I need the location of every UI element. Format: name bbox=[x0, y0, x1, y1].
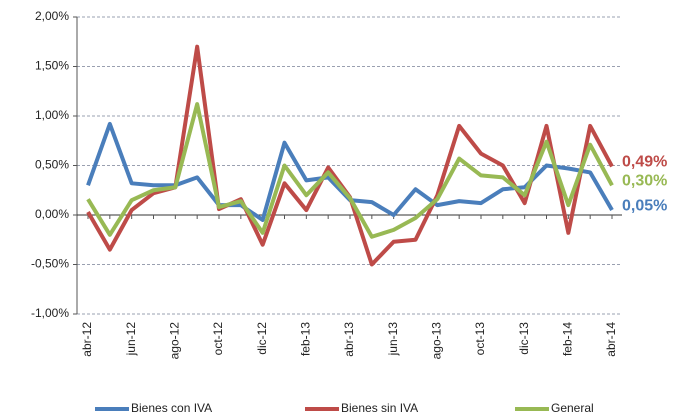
legend-label: Bienes sin IVA bbox=[341, 401, 418, 415]
y-tick-label: -1,00% bbox=[31, 306, 69, 320]
y-tick-label: 2,00% bbox=[35, 9, 69, 23]
x-tick-label: feb-14 bbox=[561, 322, 575, 356]
x-tick-label: jun-12 bbox=[124, 322, 138, 357]
x-tick-label: oct-13 bbox=[473, 322, 487, 356]
series-line bbox=[86, 102, 614, 239]
end-label: 0,49% bbox=[622, 154, 667, 171]
y-tick-label: -0,50% bbox=[31, 257, 69, 271]
x-tick-label: jun-13 bbox=[386, 322, 400, 357]
end-label: 0,05% bbox=[622, 197, 667, 214]
legend-label: General bbox=[551, 401, 594, 415]
end-label: 0,30% bbox=[622, 173, 667, 190]
x-tick-label: abr-14 bbox=[604, 322, 618, 357]
legend-label: Bienes con IVA bbox=[131, 401, 212, 415]
y-tick-label: 1,50% bbox=[35, 59, 69, 73]
x-tick-label: abr-13 bbox=[342, 322, 356, 357]
y-tick-label: 1,00% bbox=[35, 108, 69, 122]
y-tick-label: 0,00% bbox=[35, 207, 69, 221]
x-tick-label: dic-13 bbox=[517, 322, 531, 355]
series-line bbox=[86, 44, 614, 267]
x-tick-label: oct-12 bbox=[211, 322, 225, 356]
y-tick-label: 0,50% bbox=[35, 158, 69, 172]
x-tick-label: ago-12 bbox=[168, 322, 182, 360]
x-tick-label: feb-13 bbox=[299, 322, 313, 356]
x-tick-label: dic-12 bbox=[255, 322, 269, 355]
x-tick-label: abr-12 bbox=[80, 322, 94, 357]
x-tick-label: ago-13 bbox=[430, 322, 444, 360]
